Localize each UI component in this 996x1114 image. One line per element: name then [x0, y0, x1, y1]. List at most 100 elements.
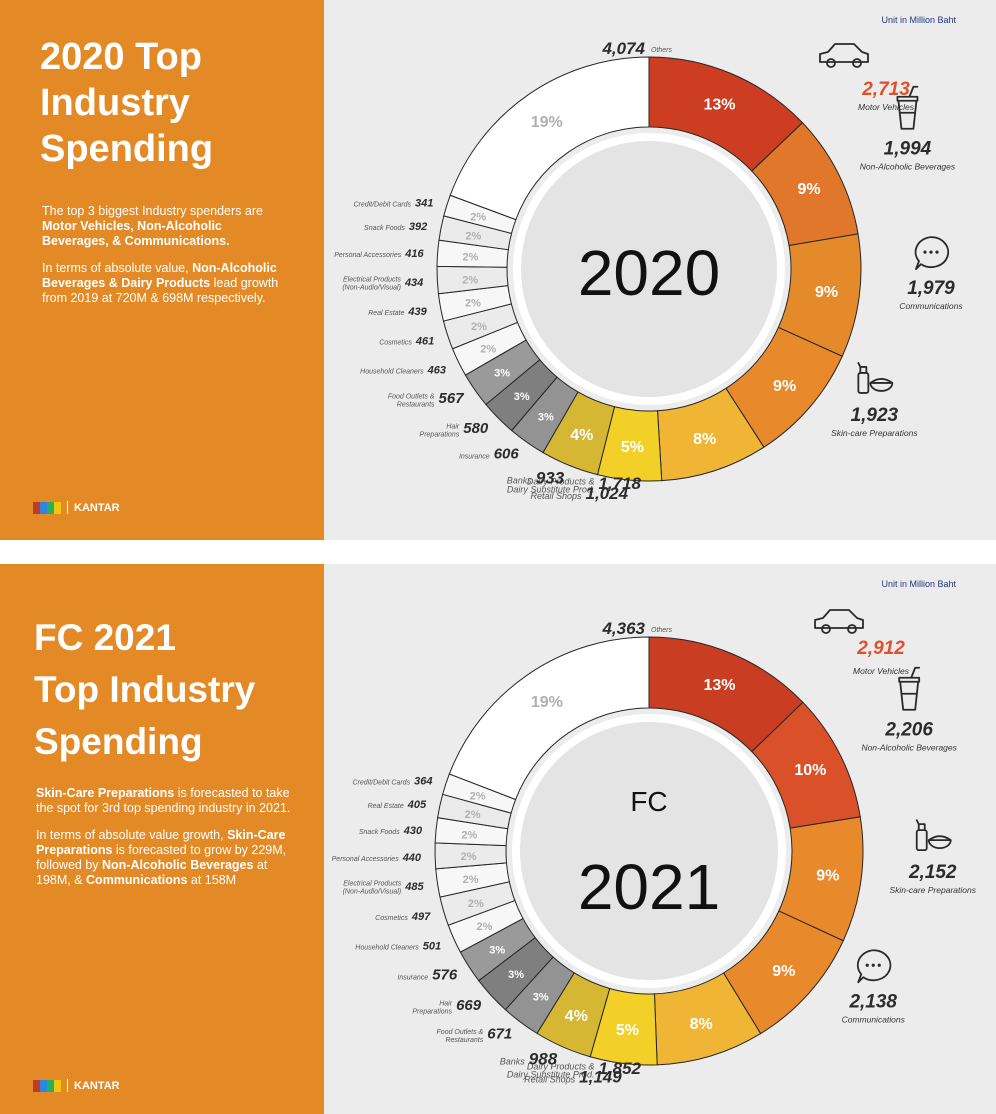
skincare-icon [857, 362, 894, 394]
slice-value: 1,149 [579, 1067, 622, 1086]
slice-pct-label: 3% [538, 411, 554, 423]
slice-value: 671 [487, 1025, 512, 1042]
description-paragraph: In terms of absolute value growth, Skin-… [36, 828, 287, 887]
slice-name: Household Cleaners [360, 368, 424, 375]
slice-pct-label: 13% [703, 96, 735, 113]
slice-name: Insurance [459, 454, 490, 461]
slice-pct-label: 2% [465, 230, 481, 242]
slice-name: Skin-care Preparations [831, 428, 918, 438]
car-icon [819, 43, 869, 68]
slice-name: Restaurants [445, 1037, 483, 1044]
panel-separator [0, 540, 996, 564]
slice-pct-label: 2% [462, 274, 478, 286]
slice-name: Non-Alcoholic Beverages [861, 743, 957, 753]
slice-name: Electrical Products [343, 881, 401, 888]
slice-label-non-alcoholic-beverages: 1,994 Non-Alcoholic Beverages [860, 85, 956, 172]
slice-name: Insurance [397, 974, 428, 981]
slice-pct-label: 9% [772, 963, 795, 980]
slice-pct-label: 2% [468, 898, 484, 910]
slice-label-insurance: 606 Insurance [459, 446, 519, 463]
slice-name: Skin-care Preparations [890, 885, 977, 895]
slice-name: Retail Shops [524, 1074, 576, 1084]
center-label: 2020 [578, 237, 720, 309]
slice-value: 416 [404, 248, 424, 260]
slice-pct-label: 3% [533, 991, 549, 1003]
slice-pct-label: 9% [815, 284, 838, 301]
slice-name: Dairy Substitute Prod. [507, 484, 595, 494]
chat-bubble-icon [914, 236, 950, 271]
slice-name: Food Outlets & [388, 394, 435, 401]
slice-value: 1,923 [851, 405, 899, 426]
slice-value: 501 [423, 941, 441, 953]
slice-name: Cosmetics [375, 915, 408, 922]
slice-name: Food Outlets & [437, 1029, 484, 1036]
slice-pct-label: 9% [816, 868, 839, 885]
slice-others [449, 56, 650, 221]
slice-name: Banks [507, 475, 533, 485]
slice-label-food-outlets-restaurants: 567 Food Outlets &Restaurants [388, 390, 464, 409]
slice-pct-label: 9% [798, 181, 821, 198]
donut-ring: 13%10%9%9%8%5%4%3%3%3%2%2%2%2%2%2%2%19% [434, 636, 864, 1066]
slice-value: 606 [494, 446, 520, 463]
car-icon [814, 609, 864, 634]
page-title: 2020 Top Industry Spending [40, 36, 214, 170]
brand-divider [67, 1079, 68, 1092]
slice-name: Credit/Debit Cards [353, 780, 411, 787]
slice-value: 497 [411, 911, 431, 923]
slice-pct-label: 19% [531, 114, 563, 131]
slice-name: Motor Vehicles [858, 102, 915, 112]
sidebar: FC 2021 Top Industry Spending Skin-Care … [0, 564, 324, 1114]
slice-pct-label: 2% [461, 851, 477, 863]
chart-panel-2021: FC 2021 Top Industry Spending Skin-Care … [0, 564, 996, 1114]
slice-value: 405 [407, 799, 427, 811]
slice-name: Non-Alcoholic Beverages [860, 162, 956, 172]
slice-name: Real Estate [368, 803, 404, 810]
slice-name: Banks [500, 1057, 526, 1067]
slice-label-communications: 2,138 Communications [842, 949, 906, 1024]
slice-value: 461 [415, 335, 434, 347]
slice-name: Motor Vehicles [853, 666, 910, 676]
slice-name: Hair [439, 1001, 453, 1008]
slice-name: Retail Shops [531, 491, 583, 501]
slice-name: Dairy Substitute Prod. [507, 1070, 595, 1080]
slice-label-snack-foods: 392 Snack Foods [364, 221, 427, 233]
slice-label-skin-care-preparations: 1,923 Skin-care Preparations [831, 362, 918, 438]
brand-footer: KANTAR [33, 501, 120, 514]
brand-name: KANTAR [74, 501, 120, 514]
description-paragraph: The top 3 biggest Industry spenders are … [42, 204, 263, 248]
slice-pct-label: 8% [693, 431, 716, 448]
slice-pct-label: 5% [616, 1022, 639, 1039]
slice-pct-label: 3% [489, 945, 505, 957]
slice-value: 1,024 [586, 484, 629, 503]
description: The top 3 biggest Industry spenders are … [42, 204, 292, 318]
slice-value: 2,713 [861, 79, 910, 100]
slice-value: 485 [404, 881, 424, 893]
center-label: FC [630, 786, 667, 817]
slice-label-others: 4,363 Others [601, 619, 672, 638]
slice-pct-label: 5% [621, 439, 644, 456]
slice-pct-label: 3% [514, 391, 530, 403]
page-title: FC 2021 Top Industry Spending [34, 617, 256, 762]
slice-value: 1,852 [598, 1059, 641, 1078]
drink-icon [898, 666, 921, 711]
slice-value: 364 [414, 776, 432, 788]
slice-value: 2,912 [856, 638, 905, 659]
slice-name: (Non-Audio/Visual) [342, 284, 401, 291]
slice-pct-label: 2% [465, 809, 481, 821]
donut-chart-2021: 13%10%9%9%8%5%4%3%3%3%2%2%2%2%2%2%2%19%F… [332, 609, 977, 1086]
slice-name: Household Cleaners [355, 945, 419, 952]
slice-value: 2,206 [884, 720, 933, 741]
slice-label-motor-vehicles: 2,912 Motor Vehicles [814, 609, 910, 676]
slice-value: 4,363 [601, 619, 645, 638]
slice-label-motor-vehicles: 2,713 Motor Vehicles [819, 43, 915, 112]
slice-label-non-alcoholic-beverages: 2,206 Non-Alcoholic Beverages [861, 666, 958, 753]
